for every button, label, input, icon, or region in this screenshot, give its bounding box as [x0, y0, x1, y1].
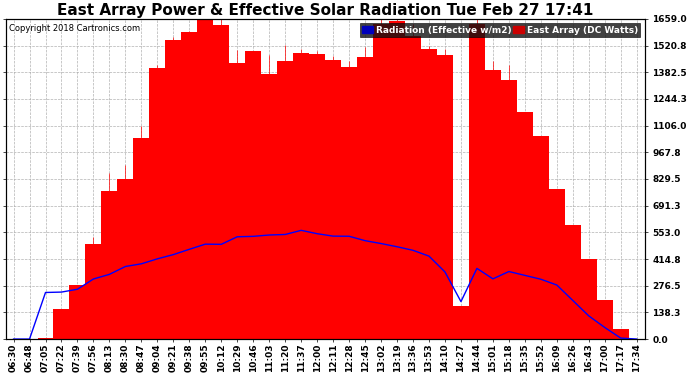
Legend: Radiation (Effective w/m2), East Array (DC Watts): Radiation (Effective w/m2), East Array (…: [360, 24, 640, 37]
Title: East Array Power & Effective Solar Radiation Tue Feb 27 17:41: East Array Power & Effective Solar Radia…: [57, 3, 593, 18]
Text: Copyright 2018 Cartronics.com: Copyright 2018 Cartronics.com: [9, 24, 140, 33]
